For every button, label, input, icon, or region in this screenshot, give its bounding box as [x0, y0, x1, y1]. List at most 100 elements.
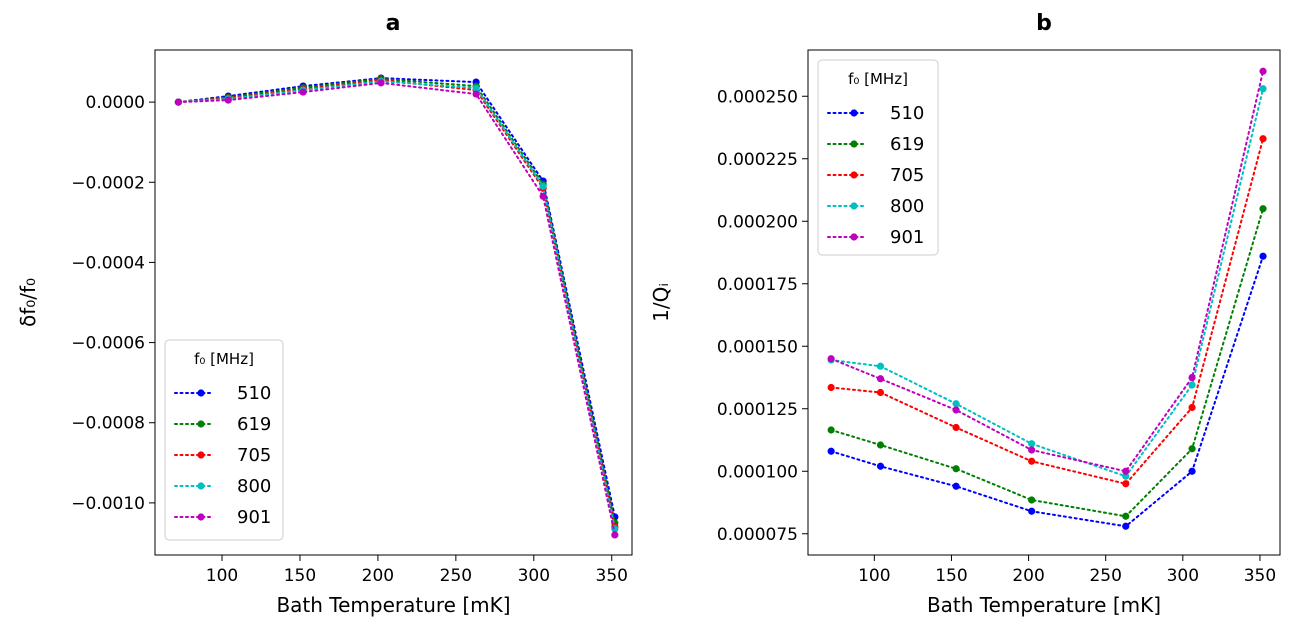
data-point-800: [876, 362, 885, 370]
data-point-800: [1188, 381, 1196, 389]
legend-swatch-marker: [850, 233, 858, 241]
series-line-510: [830, 255, 1264, 528]
x-tick-label: 350: [1244, 566, 1276, 586]
data-point-901: [1188, 373, 1196, 382]
data-point-800: [539, 182, 547, 190]
data-point-705: [1028, 457, 1036, 465]
y-tick-label: −0.0008: [71, 414, 145, 434]
data-point-510: [1259, 252, 1267, 260]
legend-swatch-marker: [197, 513, 205, 521]
x-axis-label: Bath Temperature [mK]: [276, 593, 510, 617]
data-point-800: [952, 400, 960, 408]
data-point-901: [1122, 467, 1130, 475]
y-tick-label: 0.000150: [717, 337, 798, 357]
data-point-619: [1259, 205, 1267, 213]
legend-entry-label: 800: [237, 476, 271, 497]
data-point-510: [952, 482, 960, 490]
panel-title: a: [386, 11, 401, 36]
data-point-705: [876, 388, 885, 397]
data-point-800: [1028, 440, 1036, 448]
data-point-800: [472, 84, 480, 92]
y-axis-label: 1/Qᵢ: [649, 283, 673, 322]
legend-entry-label: 901: [237, 507, 271, 528]
data-point-901: [827, 355, 835, 363]
x-tick-label: 100: [206, 566, 238, 586]
data-point-800: [1259, 85, 1267, 93]
legend-entry-label: 705: [237, 445, 271, 466]
x-tick-label: 150: [284, 566, 316, 586]
x-tick-label: 350: [596, 566, 628, 586]
x-tick-label: 200: [362, 566, 394, 586]
data-point-901: [1259, 67, 1267, 75]
data-point-705: [1188, 403, 1196, 412]
y-tick-label: 0.000100: [717, 462, 798, 482]
data-point-901: [1028, 446, 1036, 454]
data-point-800: [1122, 472, 1130, 480]
data-point-510: [827, 447, 835, 455]
data-point-901: [174, 98, 182, 106]
y-axis-label: δf₀/f₀: [16, 278, 40, 327]
y-tick-label: 0.000200: [717, 212, 798, 232]
legend-box: [817, 59, 939, 256]
data-point-619: [1028, 496, 1036, 504]
data-point-901: [299, 88, 307, 96]
legend-entry-label: 510: [237, 383, 271, 404]
panel-title: b: [1036, 11, 1052, 36]
x-tick-label: 150: [935, 566, 967, 586]
x-axis-label: Bath Temperature [mK]: [927, 593, 1161, 617]
data-point-705: [952, 423, 960, 432]
legend-swatch-marker: [197, 451, 205, 459]
x-tick-label: 200: [1012, 566, 1044, 586]
data-point-510: [876, 462, 885, 470]
y-tick-label: −0.0006: [71, 334, 145, 354]
data-point-901: [611, 531, 619, 539]
data-point-901: [224, 96, 232, 104]
panel-a: a 100 150 200 250 300 350 0.0000 −0.0002 −0.0004 −…: [16, 11, 633, 617]
data-point-901: [876, 375, 885, 383]
data-point-510: [1122, 522, 1130, 530]
data-point-901: [952, 406, 960, 414]
legend-swatch-marker: [850, 140, 858, 148]
y-tick-label: −0.0002: [71, 173, 145, 193]
data-point-510: [1188, 467, 1196, 475]
y-tick-label: 0.000250: [717, 87, 798, 107]
legend-swatch-marker: [850, 202, 858, 210]
legend-swatch-marker: [197, 389, 205, 397]
legend-entry-label: 901: [890, 227, 924, 248]
y-tick-label: 0.000125: [717, 400, 798, 420]
legend-swatch-marker: [197, 482, 205, 490]
data-point-619: [1122, 512, 1130, 520]
data-point-510: [1028, 507, 1036, 515]
x-tick-label: 300: [518, 566, 550, 586]
data-point-619: [876, 441, 885, 449]
data-point-619: [952, 465, 960, 473]
legend-entry-label: 619: [890, 134, 924, 155]
legend-swatch-marker: [850, 171, 858, 179]
data-point-705: [1122, 480, 1130, 488]
data-point-705: [1259, 135, 1267, 143]
legend-entry-label: 510: [890, 103, 924, 124]
legend-entry-label: 619: [237, 414, 271, 435]
data-point-901: [377, 79, 385, 87]
y-tick-label: 0.000075: [717, 525, 798, 545]
y-tick-label: −0.0004: [71, 253, 145, 273]
data-point-619: [1188, 445, 1196, 453]
x-tick-label: 250: [1089, 566, 1121, 586]
y-tick-label: 0.000225: [717, 150, 798, 170]
x-tick-label: 300: [1167, 566, 1199, 586]
y-tick-label: 0.0000: [86, 93, 145, 113]
axes-frame: [154, 49, 633, 556]
legend-entry-label: 800: [890, 196, 924, 217]
legend-swatch-marker: [197, 420, 205, 428]
legend-title: f₀ [MHz]: [194, 350, 254, 368]
y-tick-label: −0.0010: [71, 494, 145, 514]
y-tick-label: 0.000175: [717, 275, 798, 295]
axes-frame: [807, 49, 1281, 556]
data-point-901: [472, 90, 480, 98]
data-point-705: [827, 383, 835, 392]
data-point-901: [539, 192, 547, 200]
legend-box: [164, 339, 284, 541]
x-tick-label: 100: [858, 566, 890, 586]
legend-title: f₀ [MHz]: [848, 70, 908, 88]
